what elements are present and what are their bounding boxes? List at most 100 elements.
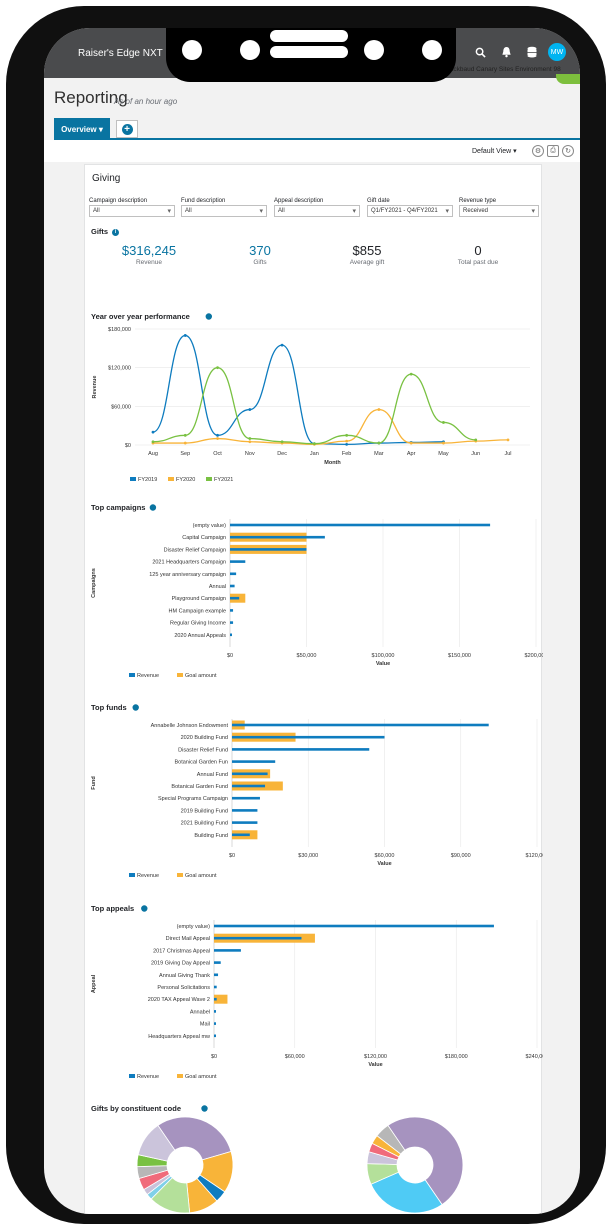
kpi-past-due-label: Total past due xyxy=(457,259,499,266)
plus-icon: + xyxy=(121,123,133,135)
x-tick-label: May xyxy=(438,451,449,457)
revenue-type-filter-select[interactable]: Received xyxy=(459,205,539,217)
revenue-bar xyxy=(230,548,307,551)
revenue-bar xyxy=(232,821,258,824)
data-point xyxy=(377,408,381,411)
dashboard-charts: Year over year performance $0 $60,000 $120,… xyxy=(91,312,543,1214)
revenue-bar xyxy=(232,809,258,812)
data-point xyxy=(151,430,155,434)
category-label: 2020 TAX Appeal Wave 2 xyxy=(148,997,210,1003)
data-point xyxy=(248,437,252,440)
user-avatar[interactable]: MW xyxy=(548,43,566,61)
settings-icon[interactable]: ⚙ xyxy=(532,145,544,157)
category-label: Playground Campaign xyxy=(172,596,226,602)
revenue-bar xyxy=(232,833,250,837)
x-tick-label: $0 xyxy=(211,1054,217,1060)
appeal-filter-select[interactable]: All xyxy=(274,205,360,217)
category-label: Annabel xyxy=(190,1009,210,1015)
legend-label: FY2021 xyxy=(214,477,233,483)
kpi-past-due-value: 0 xyxy=(474,243,482,258)
x-tick-label: $100,000 xyxy=(372,653,395,659)
pie-slice xyxy=(370,1171,443,1214)
revenue-bar xyxy=(232,760,276,763)
chevron-down-icon: ▾ xyxy=(98,124,103,134)
page-title: Reporting xyxy=(54,88,128,107)
x-tick-label: Nov xyxy=(245,451,255,457)
series-line-fy2021 xyxy=(152,367,476,445)
campaign-filter-select[interactable]: All xyxy=(89,205,175,217)
pie-slice xyxy=(137,1124,176,1162)
info-icon[interactable]: i xyxy=(112,228,120,236)
revenue-bar xyxy=(230,584,235,588)
category-label: Disaster Relief Fund xyxy=(178,747,228,753)
revenue-bar xyxy=(232,772,268,776)
x-tick-label: $240,000 xyxy=(526,1054,543,1060)
gifts-section-title: Gifts i xyxy=(91,227,120,236)
revenue-bar xyxy=(214,1034,216,1038)
y-tick-label: $180,000 xyxy=(108,327,131,333)
x-tick-label: $180,000 xyxy=(445,1054,468,1060)
gifts-title: Gifts xyxy=(91,227,109,236)
tab-overview[interactable]: Overview ▾ xyxy=(54,118,110,140)
chart-title: Top campaigns xyxy=(91,503,145,512)
y-tick-label: $0 xyxy=(125,443,131,449)
chart-title: Top funds xyxy=(91,703,127,712)
filter-label: Gift date xyxy=(367,198,390,204)
revenue-bar xyxy=(230,621,234,624)
category-label: (empty value) xyxy=(193,523,226,529)
giving-dashboard-card: Giving Campaign description All Fund des… xyxy=(84,164,543,1214)
category-label: 2020 Building Fund xyxy=(181,735,228,741)
category-label: Personal Solicitations xyxy=(157,985,210,991)
x-tick-label: Sep xyxy=(180,451,190,457)
data-point xyxy=(312,442,316,446)
revenue-bar xyxy=(214,961,221,964)
info-icon xyxy=(132,704,139,711)
revenue-bar xyxy=(232,796,260,800)
add-tab-button[interactable]: + xyxy=(116,120,138,138)
legend-label: Goal amount xyxy=(185,1074,217,1080)
default-view-label: Default View xyxy=(472,148,512,155)
y-axis-title: Fund xyxy=(91,776,97,789)
gift-date-filter-select[interactable]: Q1/FY2021 - Q4/FY2021 xyxy=(367,205,453,217)
legend-swatch xyxy=(177,1074,183,1078)
revenue-bar xyxy=(230,523,491,527)
database-icon[interactable] xyxy=(522,42,542,62)
chart-title: Top appeals xyxy=(91,904,134,913)
info-icon xyxy=(141,905,148,912)
legend-swatch xyxy=(177,873,183,877)
category-label: Direct Mail Appeal xyxy=(166,936,210,942)
data-point xyxy=(248,440,252,444)
fund-filter-select[interactable]: All xyxy=(181,205,267,217)
category-label: 125 year anniversary campaign xyxy=(149,572,226,578)
speaker-grille xyxy=(270,46,348,58)
camera-dot xyxy=(240,40,260,60)
y-axis-title: Campaigns xyxy=(91,568,97,598)
legend-swatch xyxy=(129,873,135,877)
info-icon xyxy=(149,504,157,511)
phone-frame: Raiser's Edge NXT MW Blackbaud Canary Si… xyxy=(6,6,606,1224)
x-axis-title: Value xyxy=(368,1062,382,1068)
default-view-dropdown[interactable]: Default View ▾ xyxy=(472,147,517,155)
chart-title: Year over year performance xyxy=(91,312,190,321)
legend-swatch xyxy=(129,673,135,677)
x-tick-label: $0 xyxy=(229,853,235,859)
filter-label: Revenue type xyxy=(459,198,497,204)
notification-bell-icon[interactable] xyxy=(496,42,516,62)
legend-swatch xyxy=(168,477,174,481)
revenue-bar xyxy=(232,723,489,727)
search-icon[interactable] xyxy=(470,42,490,62)
x-axis-title: Value xyxy=(376,661,390,667)
data-point xyxy=(183,334,187,337)
pie-slice xyxy=(387,1116,464,1206)
revenue-bar xyxy=(232,748,370,751)
revenue-bar xyxy=(232,784,266,788)
app-name[interactable]: Raiser's Edge NXT xyxy=(78,48,163,59)
x-tick-label: $30,000 xyxy=(298,853,318,859)
legend-label: Revenue xyxy=(137,673,159,679)
category-label: Annual Giving Thank xyxy=(159,973,210,979)
legend-label: Goal amount xyxy=(185,673,217,679)
print-icon[interactable]: ⎙ xyxy=(547,145,559,157)
refresh-icon[interactable]: ↻ xyxy=(562,145,574,157)
revenue-bar xyxy=(214,936,302,940)
category-label: Headquarters Appeal mw xyxy=(148,1034,210,1040)
